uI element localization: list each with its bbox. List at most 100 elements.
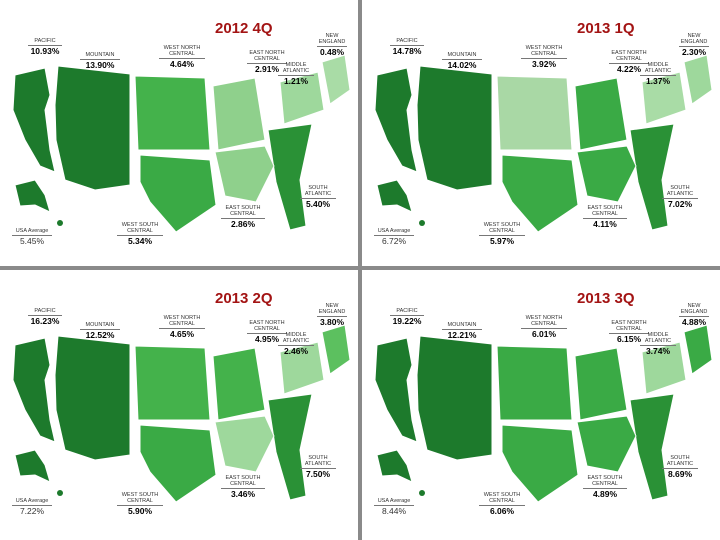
region-shape <box>321 324 351 375</box>
region-name: WEST SOUTH CENTRAL <box>479 492 525 506</box>
region-value: 4.65% <box>169 329 195 339</box>
region-value: 4.22% <box>616 64 642 74</box>
hawaii-shape <box>57 220 63 226</box>
region-label: NEW ENGLAND 4.88% <box>679 303 709 328</box>
region-name: EAST SOUTH CENTRAL <box>221 205 265 219</box>
region-label: PACIFIC 16.23% <box>28 308 62 327</box>
region-value: 3.80% <box>319 317 345 327</box>
region-label: PACIFIC 19.22% <box>390 308 424 327</box>
usa-average: USA Average 8.44% <box>374 498 414 517</box>
region-value: 5.97% <box>489 236 515 246</box>
region-name: MOUNTAIN <box>80 322 120 330</box>
region-name: MIDDLE ATLANTIC <box>640 62 676 76</box>
map <box>374 324 713 503</box>
region-shape <box>501 154 579 233</box>
region-name: WEST NORTH CENTRAL <box>159 45 205 59</box>
region-label: WEST SOUTH CENTRAL 5.97% <box>479 222 525 247</box>
region-shape <box>12 337 56 443</box>
region-label: MIDDLE ATLANTIC 3.74% <box>640 332 676 357</box>
region-shape <box>134 75 211 151</box>
region-name: WEST SOUTH CENTRAL <box>117 222 163 236</box>
region-name: MIDDLE ATLANTIC <box>278 62 314 76</box>
region-name: NEW ENGLAND <box>679 33 709 47</box>
region-shape <box>501 424 579 503</box>
separator <box>358 0 362 540</box>
region-label: SOUTH ATLANTIC 7.02% <box>662 185 698 210</box>
region-name: NEW ENGLAND <box>679 303 709 317</box>
region-shape <box>214 415 275 473</box>
region-value: 7.50% <box>305 469 331 479</box>
region-name: SOUTH ATLANTIC <box>662 455 698 469</box>
region-value: 1.37% <box>645 76 671 86</box>
region-label: MOUNTAIN 14.02% <box>442 52 482 71</box>
region-name: EAST NORTH CENTRAL <box>247 50 287 64</box>
region-value: 6.01% <box>531 329 557 339</box>
region-label: MIDDLE ATLANTIC 2.46% <box>278 332 314 357</box>
region-name: SOUTH ATLANTIC <box>300 455 336 469</box>
region-shape <box>629 393 675 501</box>
region-shape <box>576 415 637 473</box>
region-label: MIDDLE ATLANTIC 1.21% <box>278 62 314 87</box>
region-label: WEST SOUTH CENTRAL 6.06% <box>479 492 525 517</box>
region-shape <box>267 393 313 501</box>
region-label: MOUNTAIN 13.90% <box>80 52 120 71</box>
region-value: 7.02% <box>667 199 693 209</box>
region-value: 0.48% <box>319 47 345 57</box>
region-name: EAST SOUTH CENTRAL <box>583 205 627 219</box>
region-value: 4.89% <box>592 489 618 499</box>
region-label: EAST NORTH CENTRAL 4.95% <box>247 320 287 345</box>
region-label: EAST SOUTH CENTRAL 4.11% <box>583 205 627 230</box>
region-label: PACIFIC 14.78% <box>390 38 424 57</box>
region-value: 4.95% <box>254 334 280 344</box>
usa-average-label: USA Average <box>374 228 414 236</box>
usa-average: USA Average 5.45% <box>12 228 52 247</box>
hawaii-shape <box>419 490 425 496</box>
region-shape <box>683 324 713 375</box>
region-value: 3.46% <box>230 489 256 499</box>
usa-average-value: 5.45% <box>19 236 45 246</box>
hawaii-shape <box>419 220 425 226</box>
region-value: 6.15% <box>616 334 642 344</box>
region-shape <box>267 123 313 231</box>
region-label: WEST SOUTH CENTRAL 5.90% <box>117 492 163 517</box>
region-value: 8.69% <box>667 469 693 479</box>
region-value: 2.91% <box>254 64 280 74</box>
region-shape <box>576 145 637 203</box>
region-value: 16.23% <box>30 316 60 326</box>
region-value: 4.11% <box>593 219 617 229</box>
region-value: 4.88% <box>681 317 707 327</box>
map <box>12 324 351 503</box>
region-name: WEST SOUTH CENTRAL <box>117 492 163 506</box>
alaska-shape <box>376 449 413 483</box>
region-shape <box>374 337 418 443</box>
region-name: EAST SOUTH CENTRAL <box>583 475 627 489</box>
region-label: NEW ENGLAND 2.30% <box>679 33 709 58</box>
region-shape <box>212 347 266 421</box>
region-name: MOUNTAIN <box>442 322 482 330</box>
region-label: EAST SOUTH CENTRAL 3.46% <box>221 475 265 500</box>
region-shape <box>496 75 573 151</box>
region-name: SOUTH ATLANTIC <box>300 185 336 199</box>
region-label: MOUNTAIN 12.21% <box>442 322 482 341</box>
region-label: SOUTH ATLANTIC 8.69% <box>662 455 698 480</box>
region-label: EAST SOUTH CENTRAL 4.89% <box>583 475 627 500</box>
usa-average-label: USA Average <box>12 228 52 236</box>
region-name: NEW ENGLAND <box>317 33 347 47</box>
region-name: MOUNTAIN <box>80 52 120 60</box>
region-value: 13.90% <box>85 60 115 70</box>
region-label: NEW ENGLAND 3.80% <box>317 303 347 328</box>
region-value: 5.90% <box>127 506 153 516</box>
usa-average-value: 8.44% <box>381 506 407 516</box>
region-value: 3.92% <box>531 59 557 69</box>
alaska-shape <box>376 179 413 213</box>
region-value: 2.30% <box>681 47 707 57</box>
region-name: EAST NORTH CENTRAL <box>609 50 649 64</box>
region-shape <box>12 67 56 173</box>
map-panel: PACIFIC 16.23% MOUNTAIN 12.52% WEST NORTH CE… <box>0 270 358 536</box>
region-label: WEST SOUTH CENTRAL 5.34% <box>117 222 163 247</box>
region-name: EAST NORTH CENTRAL <box>609 320 649 334</box>
region-value: 12.21% <box>447 330 477 340</box>
region-shape <box>54 335 131 461</box>
region-value: 14.02% <box>447 60 477 70</box>
